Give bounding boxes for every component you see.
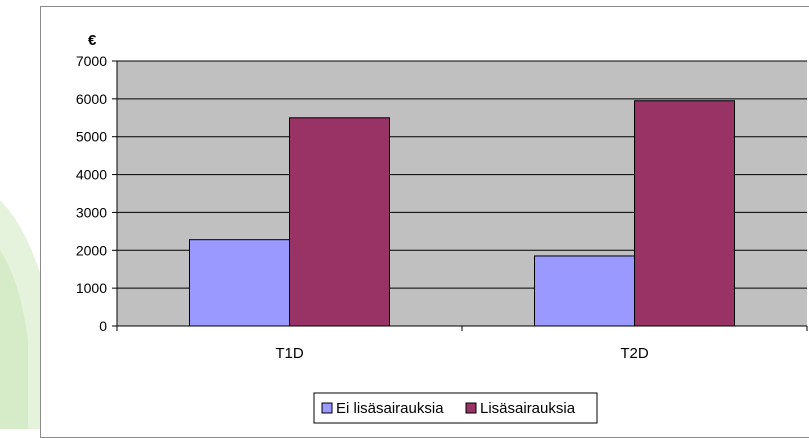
decorative-background-shape: [0, 200, 48, 429]
bar-t1d-series-0: [189, 239, 290, 327]
bar-t2d-series-0: [534, 255, 635, 327]
bar-t2d-series-1: [634, 100, 735, 327]
legend-swatch-lisasairauksia: [465, 402, 477, 414]
bars: [189, 100, 735, 327]
legend-swatch-ei-lisasairauksia: [321, 402, 333, 414]
y-tick-label: 7000: [76, 53, 107, 69]
legend-label-lisasairauksia: Lisäsairauksia: [480, 400, 576, 417]
legend-box: [313, 392, 598, 424]
y-tick-label: 0: [99, 318, 107, 334]
legend: Ei lisäsairauksia Lisäsairauksia: [313, 392, 598, 424]
y-tick-label: 1000: [76, 280, 107, 296]
y-axis-ticks: 0 1000 2000 3000 4000 5000 6000 7000: [76, 53, 117, 334]
x-tick-label: T2D: [620, 345, 649, 362]
y-tick-label: 3000: [76, 204, 107, 220]
y-tick-label: 5000: [76, 129, 107, 145]
bar-chart: € 0 1000 2000 3000 4000 5000 6000 7000 T1D T2D E…: [76, 32, 808, 424]
x-tick-label: T1D: [275, 345, 304, 362]
legend-label-ei-lisasairauksia: Ei lisäsairauksia: [336, 400, 444, 417]
y-axis-unit: €: [88, 32, 97, 49]
x-axis-ticks: T1D T2D: [116, 326, 808, 362]
bar-t1d-series-1: [289, 117, 390, 327]
y-tick-label: 6000: [76, 91, 107, 107]
y-tick-label: 2000: [76, 242, 107, 258]
y-tick-label: 4000: [76, 167, 107, 183]
